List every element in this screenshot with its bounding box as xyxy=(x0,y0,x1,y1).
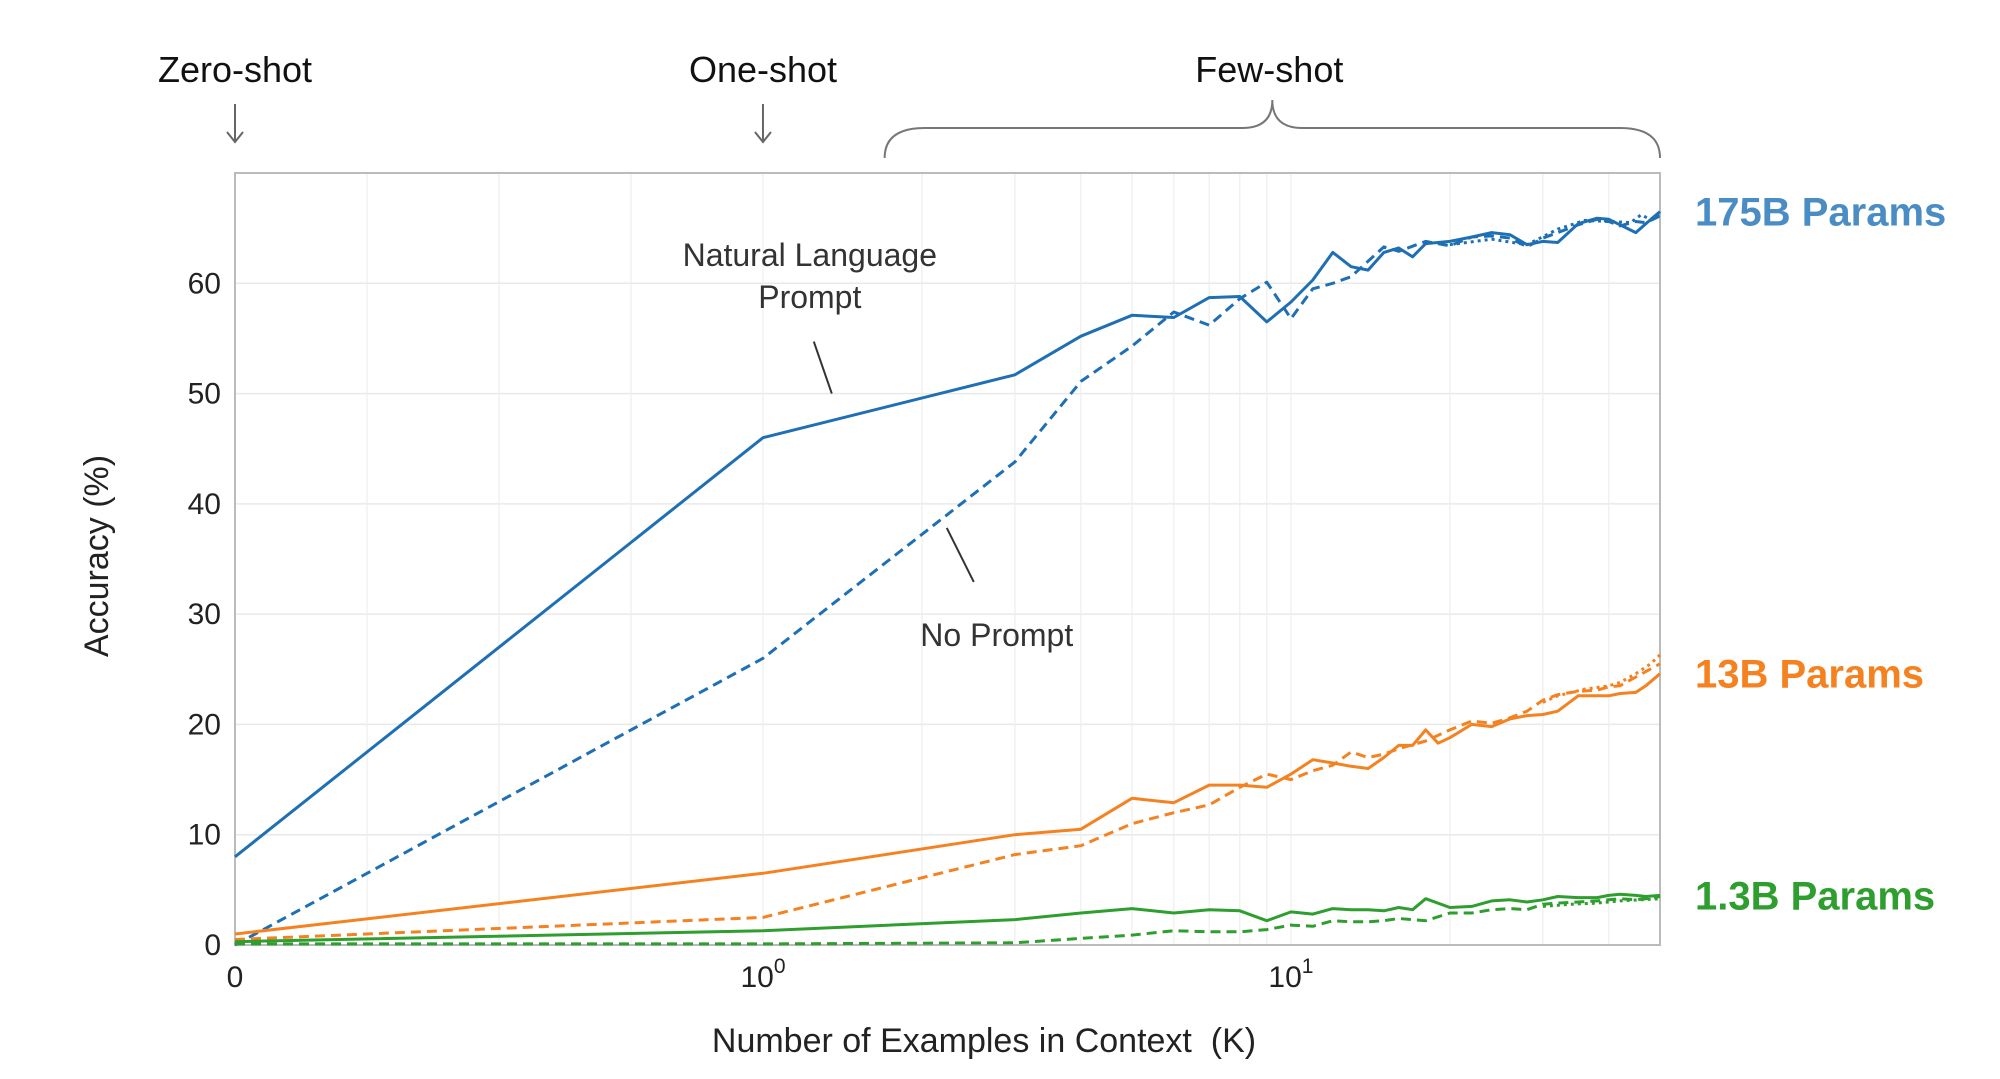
x-tick-label: 100 xyxy=(740,955,785,994)
series-line-dashed xyxy=(234,662,1661,941)
y-axis-title: Accuracy (%) xyxy=(78,455,116,657)
x-tick-label: 101 xyxy=(1268,955,1313,994)
plot-area-frame xyxy=(234,172,1661,946)
y-tick-label: 50 xyxy=(188,378,221,411)
gridlines xyxy=(235,173,1660,946)
arrow-head-icon xyxy=(754,131,772,144)
shot-regime-markers: Zero-shot One-shot Few-shot xyxy=(158,49,1661,159)
series-line-solid xyxy=(234,672,1661,936)
y-tick-label: 20 xyxy=(188,708,221,741)
annotation-label: Prompt xyxy=(758,279,861,315)
brace-icon xyxy=(883,99,1661,159)
x-tick-label: 0 xyxy=(227,961,244,994)
series-layer xyxy=(234,210,1662,947)
y-tick-label: 0 xyxy=(204,929,221,962)
regime-label: One-shot xyxy=(689,49,837,90)
regime-label: Few-shot xyxy=(1195,49,1343,90)
annotation-leader-line xyxy=(812,341,833,394)
y-tick-label: 10 xyxy=(188,819,221,852)
annotations: Natural Language Prompt No Prompt xyxy=(683,237,1074,653)
series-line-dotted xyxy=(1542,897,1661,908)
model-size-labels: 175B Params 13B Params 1.3B Params xyxy=(1695,191,1946,919)
series-line-solid xyxy=(234,210,1661,858)
annotation-leader-line xyxy=(945,527,975,583)
series-line-dotted xyxy=(1449,213,1661,247)
arrow-head-icon xyxy=(226,131,244,144)
y-tick-label: 30 xyxy=(188,598,221,631)
series-line-dotted xyxy=(1542,653,1662,704)
annotation-label: No Prompt xyxy=(920,617,1073,653)
regime-label: Zero-shot xyxy=(158,49,312,90)
model-size-label: 1.3B Params xyxy=(1695,874,1935,918)
y-tick-label: 40 xyxy=(188,488,221,521)
series-line-dashed xyxy=(234,214,1661,947)
annotation-label: Natural Language xyxy=(683,237,937,273)
model-size-label: 13B Params xyxy=(1695,653,1924,697)
series-line-dashed xyxy=(235,895,1661,946)
axes: 0 10 20 30 40 50 60 0 100 101 xyxy=(188,267,1314,994)
model-size-label: 175B Params xyxy=(1695,191,1946,235)
x-axis-title: Number of Examples in Context (K) xyxy=(712,1022,1256,1060)
series-line-solid xyxy=(234,892,1661,944)
y-tick-label: 60 xyxy=(188,267,221,300)
